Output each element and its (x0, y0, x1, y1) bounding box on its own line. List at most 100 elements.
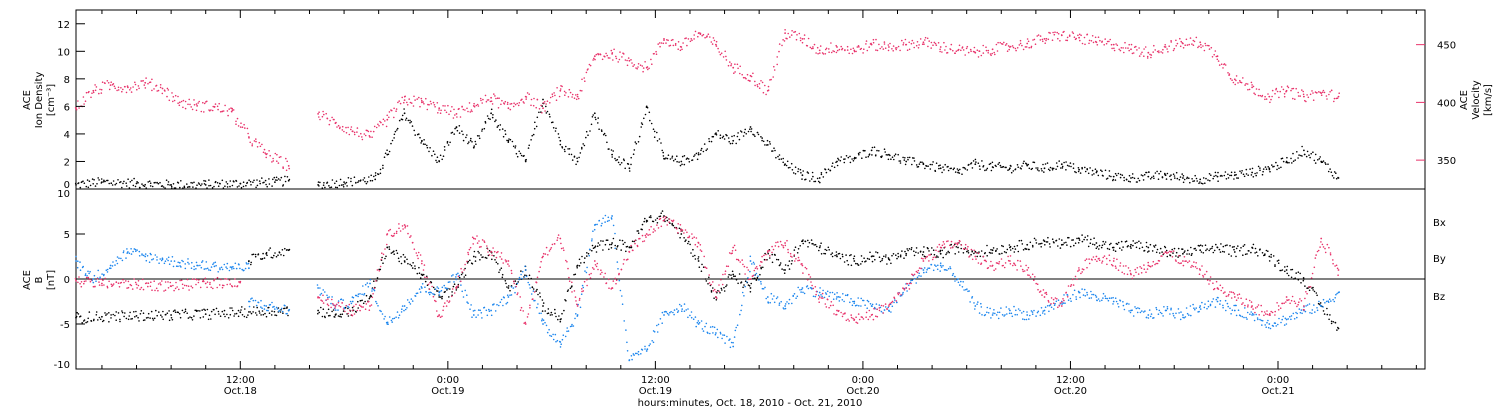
series-by-point (343, 307, 346, 310)
density-series-point (1078, 168, 1080, 171)
series-by-point (1021, 312, 1023, 314)
velocity-series-point (255, 140, 257, 143)
series-bx-point (910, 248, 913, 251)
velocity-series-point (382, 118, 385, 121)
series-by-point (976, 303, 978, 306)
density-series-point (340, 184, 343, 186)
velocity-series-point (1113, 49, 1116, 52)
series-bx-point (737, 282, 739, 285)
series-bz-point (401, 225, 404, 227)
series-bx-point (1155, 251, 1158, 254)
series-by-point (486, 314, 489, 317)
series-bz-point (157, 289, 159, 292)
series-by-point (962, 281, 964, 283)
series-by-point (851, 304, 854, 307)
velocity-series-point (416, 98, 419, 100)
series-by-point (661, 311, 664, 314)
velocity-series-point (1335, 97, 1338, 100)
density-series-point (979, 168, 981, 170)
series-by-point (846, 293, 849, 296)
series-bx-point (847, 263, 850, 266)
density-series-point (1235, 173, 1237, 176)
density-series-point (1182, 177, 1184, 179)
density-series-point (236, 186, 239, 188)
density-axis-tick-label: 6 (64, 102, 70, 113)
series-bz-point (662, 216, 665, 219)
velocity-series-point (328, 123, 331, 126)
series-by-point (246, 263, 248, 265)
density-series-point (268, 178, 270, 180)
series-by-point (780, 300, 782, 303)
series-by-point (362, 285, 364, 287)
series-bx-point (1146, 251, 1149, 253)
velocity-series-point (536, 98, 539, 101)
series-bx-point (641, 223, 644, 226)
series-bx-point (1005, 251, 1007, 254)
density-series-point (388, 150, 391, 153)
velocity-series-point (764, 84, 766, 87)
series-bx-point (115, 311, 117, 313)
series-bx-point (1148, 250, 1150, 252)
density-series-point (837, 159, 840, 161)
series-by-point (1055, 300, 1058, 303)
velocity-series-point (1176, 42, 1179, 45)
density-series-point (638, 135, 641, 138)
velocity-series-point (147, 82, 149, 85)
density-series-point (984, 169, 986, 172)
series-bz-point (733, 244, 736, 247)
series-by-point (579, 306, 582, 309)
density-series-point (954, 171, 957, 173)
density-series-point (515, 152, 518, 155)
density-series-point (1192, 180, 1194, 183)
series-by-point (1219, 300, 1222, 302)
series-by-point (1016, 313, 1018, 316)
series-bx-point (791, 260, 793, 262)
velocity-series-point (621, 56, 623, 58)
series-bz-point (611, 287, 614, 289)
density-series-point (496, 126, 499, 128)
series-bz-point (615, 279, 618, 282)
velocity-series-point (693, 38, 695, 40)
series-by-point (726, 335, 728, 338)
velocity-series-point (83, 103, 85, 105)
density-series-point (144, 183, 146, 186)
density-series-point (421, 140, 423, 143)
density-series-point (1250, 174, 1253, 176)
series-bz-point (353, 313, 356, 315)
velocity-series-point (227, 114, 229, 117)
series-bz-point (90, 279, 93, 281)
density-series-point (454, 127, 456, 130)
density-series-point (403, 108, 405, 110)
series-bx-point (144, 319, 146, 321)
series-bz-point (164, 289, 167, 292)
velocity-series-point (84, 100, 87, 102)
series-bz-point (575, 300, 577, 302)
series-bx-point (563, 309, 565, 312)
series-bx-point (592, 247, 595, 249)
series-bx-point (263, 257, 266, 259)
velocity-series-point (685, 37, 687, 39)
series-bz-point (538, 270, 540, 273)
velocity-series-point (571, 93, 574, 96)
velocity-series-point (604, 55, 606, 58)
velocity-series-point (1251, 84, 1253, 86)
series-by-point (250, 298, 252, 300)
series-bz-point (327, 304, 330, 307)
series-bx-point (728, 273, 730, 276)
density-series-point (317, 181, 320, 183)
series-by-point (251, 297, 253, 300)
series-by-point (322, 289, 325, 291)
series-by-point (776, 296, 779, 298)
series-by-point (611, 215, 613, 217)
velocity-series-point (1164, 44, 1166, 46)
series-by-point (939, 262, 942, 265)
density-series-point (1181, 173, 1183, 175)
series-by-point (817, 294, 820, 297)
series-bz-point (566, 261, 568, 263)
density-series-point (441, 158, 444, 161)
series-bx-point (131, 317, 133, 320)
series-bx-point (384, 257, 386, 260)
series-bz-point (777, 241, 779, 243)
velocity-series-point (1042, 40, 1044, 43)
density-series-point (265, 183, 267, 186)
